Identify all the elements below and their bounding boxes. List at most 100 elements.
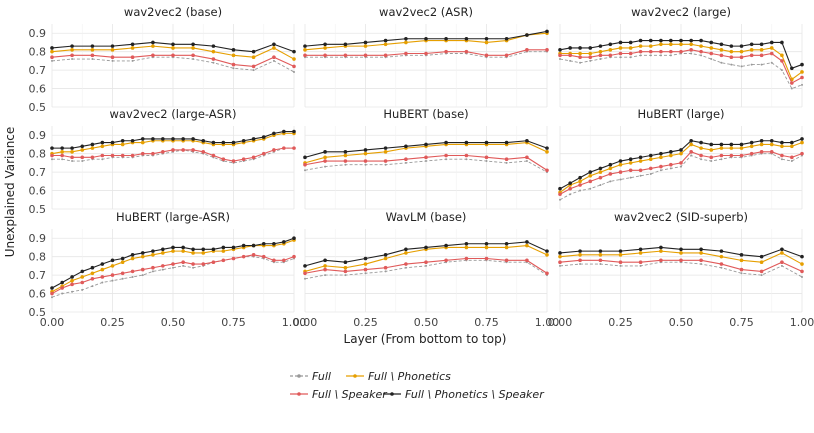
- data-point: [363, 159, 368, 163]
- data-point: [191, 247, 195, 252]
- panel-grid: [304, 24, 548, 108]
- data-point: [800, 151, 804, 156]
- data-point: [579, 189, 582, 192]
- data-point: [120, 153, 125, 158]
- data-point: [343, 159, 348, 163]
- data-point: [699, 49, 703, 54]
- data-point: [251, 49, 256, 54]
- data-point: [484, 53, 489, 58]
- data-point: [628, 40, 633, 45]
- data-point: [100, 140, 105, 145]
- data-point: [71, 58, 74, 61]
- series: [303, 138, 549, 160]
- data-point: [629, 176, 632, 179]
- data-point: [578, 179, 582, 184]
- data-point: [110, 48, 115, 52]
- data-point: [669, 42, 673, 47]
- data-point: [445, 158, 448, 161]
- data-point: [780, 251, 784, 255]
- data-point: [80, 144, 85, 149]
- legend: Full Full \ Phonetics Full \ Speaker Full \…: [290, 370, 545, 401]
- data-point: [404, 262, 408, 266]
- data-point: [464, 49, 469, 54]
- data-point: [261, 241, 266, 246]
- data-point: [90, 48, 95, 52]
- data-point: [272, 55, 276, 59]
- data-point: [50, 49, 54, 54]
- data-point: [769, 138, 774, 143]
- panel-title: wav2vec2 (large): [631, 5, 731, 19]
- series: [304, 158, 548, 174]
- series: [558, 245, 804, 259]
- data-point: [588, 55, 593, 59]
- data-point: [120, 138, 125, 143]
- data-point: [90, 265, 95, 270]
- legend-item: Full \ Phonetics: [346, 370, 451, 383]
- data-point: [221, 249, 226, 253]
- data-point: [292, 49, 296, 54]
- data-point: [729, 55, 734, 59]
- data-point: [648, 157, 653, 161]
- data-point: [545, 168, 549, 173]
- data-point: [525, 33, 529, 37]
- data-point: [699, 258, 703, 263]
- data-point: [770, 61, 773, 64]
- data-point: [181, 137, 185, 141]
- y-tick-label: 0.7: [29, 166, 47, 179]
- data-point: [425, 264, 427, 267]
- data-point: [221, 258, 226, 263]
- data-point: [70, 150, 74, 154]
- data-point: [484, 256, 489, 261]
- data-point: [618, 51, 623, 56]
- data-point: [618, 40, 623, 45]
- data-point: [588, 46, 593, 50]
- data-point: [699, 247, 703, 252]
- data-point: [780, 247, 784, 252]
- y-tick-label: 0.9: [29, 129, 47, 142]
- data-point: [444, 49, 448, 54]
- data-point: [504, 241, 509, 246]
- data-point: [343, 269, 348, 274]
- data-point: [628, 51, 633, 56]
- data-point: [588, 174, 593, 178]
- data-point: [484, 241, 489, 246]
- data-point: [251, 243, 256, 248]
- data-point: [669, 54, 672, 57]
- data-point: [424, 245, 428, 250]
- data-point: [383, 53, 388, 58]
- data-point: [444, 258, 448, 263]
- data-point: [323, 155, 327, 160]
- series: [303, 48, 549, 58]
- data-point: [384, 270, 387, 273]
- y-tick-label: 0.8: [29, 251, 47, 264]
- data-point: [759, 150, 764, 154]
- data-point: [800, 62, 804, 67]
- data-point: [130, 153, 135, 158]
- data-point: [598, 166, 603, 171]
- data-point: [241, 254, 246, 259]
- data-point: [545, 249, 549, 253]
- data-point: [110, 258, 115, 263]
- data-point: [739, 267, 744, 272]
- chart-panel: wav2vec2 (SID-superb) 0.00 0.25 0.50 0.75 1.0…: [548, 210, 814, 329]
- data-point: [700, 263, 703, 266]
- data-point: [659, 54, 662, 57]
- data-point: [739, 49, 744, 54]
- data-point: [120, 271, 125, 276]
- data-point: [130, 269, 135, 274]
- data-point: [140, 251, 145, 255]
- data-point: [628, 46, 633, 50]
- legend-marker: [390, 392, 394, 396]
- series: [559, 52, 803, 90]
- data-point: [558, 48, 562, 52]
- data-point: [171, 53, 175, 58]
- data-point: [729, 153, 734, 158]
- data-point: [769, 46, 774, 50]
- data-point: [292, 129, 296, 134]
- data-point: [61, 158, 64, 161]
- data-point: [282, 146, 286, 150]
- data-point: [272, 59, 275, 62]
- data-point: [628, 168, 633, 173]
- data-point: [608, 53, 613, 58]
